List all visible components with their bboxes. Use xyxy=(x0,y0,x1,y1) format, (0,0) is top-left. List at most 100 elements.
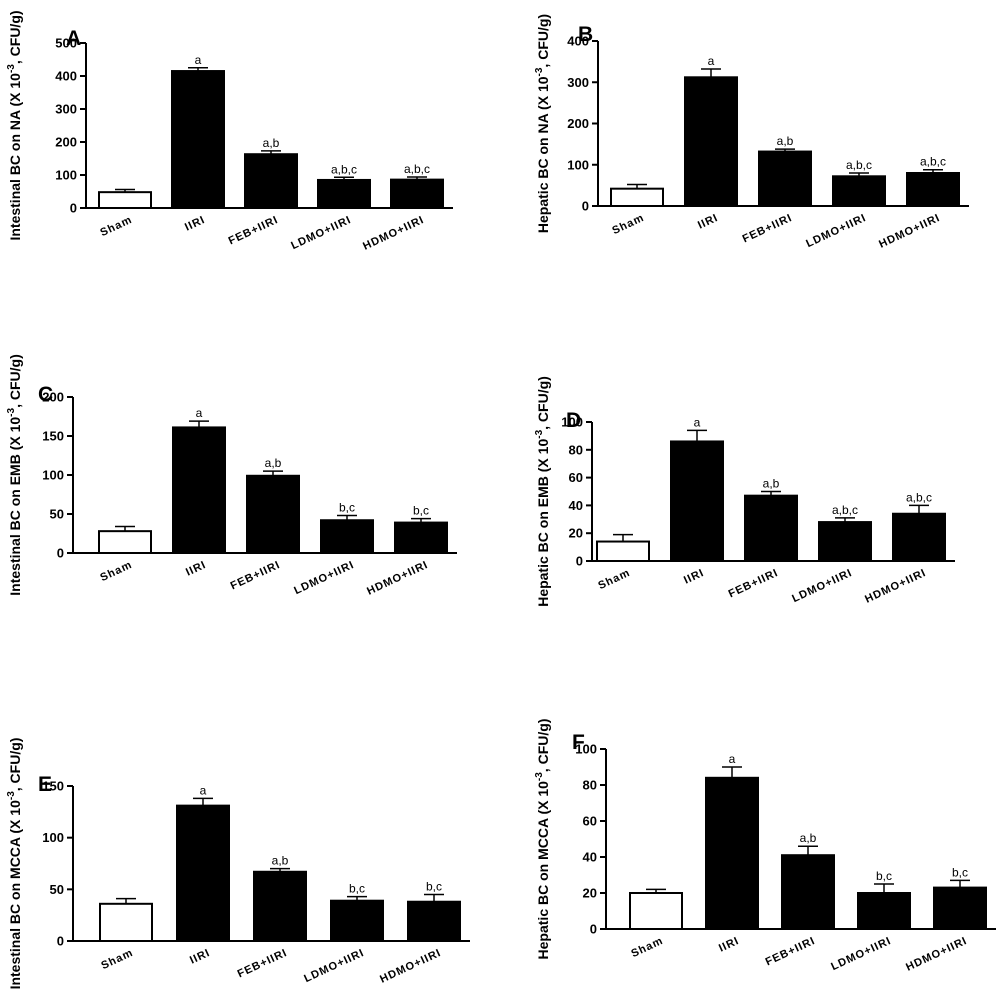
y-tick-label: 300 xyxy=(567,75,589,90)
x-tick-label: HDMO+IIRI xyxy=(378,947,443,986)
significance-label: b,c xyxy=(426,880,442,894)
panel-c: C 0 50 100 150 200 Intestinal BC on EMB (X 10-… xyxy=(6,354,457,598)
y-tick-label: 400 xyxy=(567,34,589,49)
panel-b: B 0 100 200 300 400 Hepatic BC on NA (X 10-3, … xyxy=(534,14,969,251)
bar xyxy=(892,512,946,562)
y-tick-label: 40 xyxy=(569,498,583,513)
bar xyxy=(253,870,307,942)
significance-label: a xyxy=(195,53,202,67)
y-tick-label: 200 xyxy=(42,390,64,405)
y-axis-label-text: Hepatic BC on MCCA (X 10 xyxy=(535,781,551,960)
y-tick-label: 20 xyxy=(569,526,583,541)
y-axis-label-sup: -3 xyxy=(534,67,545,76)
y-tick-label: 0 xyxy=(57,934,64,949)
y-tick-label: 100 xyxy=(42,830,64,845)
y-tick-label: 80 xyxy=(583,778,597,793)
panel-letter: E xyxy=(38,773,52,796)
significance-label: a xyxy=(694,415,701,429)
y-axis-label: Intestinal BC on NA (X 10-3, CFU/g) xyxy=(6,10,23,240)
significance-label: a xyxy=(200,783,207,797)
significance-label: a xyxy=(196,406,203,420)
y-tick-label: 150 xyxy=(42,429,64,444)
significance-label: a,b,c xyxy=(404,162,430,176)
significance-label: a,b,c xyxy=(906,490,932,504)
x-tick-label: HDMO+IIRI xyxy=(863,567,928,606)
x-tick-label: LDMO+IIRI xyxy=(302,947,366,985)
y-tick-label: 0 xyxy=(70,201,77,216)
y-tick-label: 400 xyxy=(55,69,77,84)
bar xyxy=(172,426,226,555)
bar xyxy=(98,530,152,554)
significance-label: a,b xyxy=(777,134,794,148)
bar xyxy=(596,540,650,562)
x-tick-label: Sham xyxy=(629,935,665,960)
x-tick-label: LDMO+IIRI xyxy=(829,935,893,973)
y-tick-label: 80 xyxy=(569,442,583,457)
significance-label: a,b xyxy=(265,456,282,470)
y-axis-label-sup: -3 xyxy=(6,64,17,73)
y-tick-label: 60 xyxy=(569,470,583,485)
x-tick-label: HDMO+IIRI xyxy=(904,935,969,974)
y-axis-label-text: , CFU/g) xyxy=(7,354,23,408)
significance-label: a,b xyxy=(763,477,780,491)
x-tick-label: FEB+IIRI xyxy=(741,212,795,246)
bar xyxy=(246,474,300,554)
panel-letter: C xyxy=(38,383,53,406)
bar xyxy=(857,892,911,930)
y-tick-label: 50 xyxy=(50,507,64,522)
y-axis-label: Intestinal BC on EMB (X 10-3, CFU/g) xyxy=(6,354,23,595)
y-tick-label: 0 xyxy=(582,199,589,214)
panel-letter: F xyxy=(572,731,585,754)
y-tick-label: 500 xyxy=(55,36,77,51)
y-tick-label: 100 xyxy=(567,157,589,172)
significance-label: a xyxy=(729,752,736,766)
y-tick-label: 100 xyxy=(55,168,77,183)
y-tick-label: 40 xyxy=(583,850,597,865)
significance-label: a,b,c xyxy=(846,158,872,172)
x-tick-label: Sham xyxy=(98,559,134,584)
bar xyxy=(330,899,384,943)
x-tick-label: FEB+IIRI xyxy=(236,947,290,981)
x-tick-label: FEB+IIRI xyxy=(227,214,281,248)
significance-label: a,b,c xyxy=(920,155,946,169)
y-axis-label-text: Hepatic BC on NA (X 10 xyxy=(535,76,551,233)
significance-label: b,c xyxy=(952,865,968,879)
y-axis-label-text: , CFU/g) xyxy=(535,14,551,68)
significance-label: b,c xyxy=(339,501,355,515)
x-tick-label: HDMO+IIRI xyxy=(361,214,426,253)
panel-letter: B xyxy=(578,23,593,46)
x-tick-label: IIRI xyxy=(184,559,208,579)
x-tick-label: IIRI xyxy=(183,214,207,234)
significance-label: b,c xyxy=(413,504,429,518)
bar xyxy=(171,70,225,209)
bar xyxy=(317,178,371,209)
significance-label: a,b xyxy=(263,136,280,150)
y-axis-label-text: Intestinal BC on EMB (X 10 xyxy=(7,417,23,596)
y-axis-label: Hepatic BC on EMB (X 10-3, CFU/g) xyxy=(534,376,551,607)
y-axis-label-text: , CFU/g) xyxy=(7,738,23,792)
significance-label: a,b,c xyxy=(331,162,357,176)
x-tick-label: IIRI xyxy=(188,947,212,967)
bar xyxy=(99,902,153,942)
panel-letter: D xyxy=(566,409,581,432)
y-tick-label: 200 xyxy=(567,116,589,131)
y-axis-label: Intestinal BC on MCCA (X 10-3, CFU/g) xyxy=(6,738,23,990)
y-axis-label-sup: -3 xyxy=(6,791,17,800)
y-tick-label: 100 xyxy=(575,742,597,757)
y-tick-label: 0 xyxy=(576,554,583,569)
bar xyxy=(818,521,872,563)
y-tick-label: 0 xyxy=(57,546,64,561)
y-axis-label-text: , CFU/g) xyxy=(7,10,23,64)
bar xyxy=(320,519,374,554)
bar xyxy=(407,900,461,943)
x-tick-label: Sham xyxy=(99,947,135,972)
x-tick-label: LDMO+IIRI xyxy=(804,212,868,250)
y-tick-label: 200 xyxy=(55,135,77,150)
y-axis-label-sup: -3 xyxy=(6,407,17,416)
x-tick-label: FEB+IIRI xyxy=(229,559,283,593)
panel-f: F 0 20 40 60 80 100 Hepatic BC on MCCA (X 10-3,… xyxy=(534,719,996,974)
panel-a: A 0 100 200 300 400 500 Intestinal BC on NA (X … xyxy=(6,10,453,253)
bar xyxy=(684,76,738,207)
x-tick-label: FEB+IIRI xyxy=(764,935,818,969)
bar xyxy=(176,804,230,943)
